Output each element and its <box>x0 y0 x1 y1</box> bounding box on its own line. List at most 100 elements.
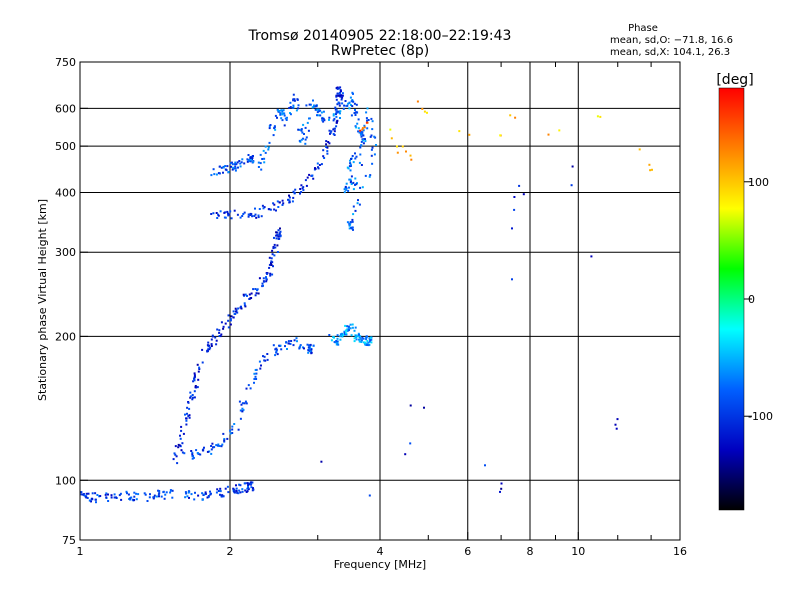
data-point <box>316 114 318 117</box>
data-point <box>353 337 356 340</box>
data-point <box>350 183 353 185</box>
data-point <box>256 289 258 292</box>
data-point <box>338 92 341 95</box>
data-point <box>371 146 374 149</box>
data-point <box>276 234 279 237</box>
data-point <box>196 386 199 389</box>
data-point <box>309 103 312 106</box>
data-point <box>229 317 232 320</box>
data-point <box>401 145 404 148</box>
data-point <box>218 329 221 332</box>
data-point <box>234 167 237 170</box>
data-point <box>358 161 361 164</box>
data-point <box>281 113 284 116</box>
data-point <box>237 492 240 495</box>
data-point <box>321 119 324 122</box>
data-point <box>83 494 86 497</box>
data-point <box>364 138 366 141</box>
data-point <box>233 490 235 493</box>
data-point <box>244 489 247 492</box>
data-point <box>194 491 196 494</box>
data-point <box>599 115 602 118</box>
x-tick-label: 10 <box>571 545 585 558</box>
data-point <box>233 167 236 170</box>
data-point <box>84 495 87 498</box>
x-axis-label: Frequency [MHz] <box>334 558 426 571</box>
data-point <box>236 213 239 216</box>
data-point <box>279 344 282 347</box>
data-point <box>333 127 336 130</box>
data-point <box>216 488 219 491</box>
data-point <box>303 347 305 350</box>
data-point <box>596 115 599 118</box>
data-point <box>308 173 311 176</box>
data-point <box>211 334 214 337</box>
data-point <box>254 288 257 290</box>
data-point <box>171 489 174 492</box>
data-point <box>177 443 180 446</box>
data-point <box>239 162 242 165</box>
data-point <box>193 390 196 393</box>
data-point <box>345 187 348 190</box>
data-point <box>286 116 288 119</box>
data-point <box>349 162 352 165</box>
data-point <box>237 428 240 431</box>
data-point <box>237 166 239 169</box>
data-point <box>283 114 286 117</box>
data-point <box>335 108 338 111</box>
data-point <box>303 133 305 135</box>
data-point <box>353 340 356 343</box>
data-point <box>350 100 353 103</box>
data-point <box>263 206 266 209</box>
data-point <box>243 402 246 405</box>
data-point <box>332 119 335 122</box>
data-point <box>339 338 342 341</box>
data-point <box>338 94 341 97</box>
y-tick-label: 600 <box>55 102 76 115</box>
data-point <box>327 141 330 143</box>
data-point <box>270 257 273 260</box>
data-point <box>236 491 239 494</box>
data-point <box>299 192 301 195</box>
data-point <box>263 161 266 164</box>
data-point <box>292 196 295 199</box>
data-point <box>318 164 321 166</box>
data-point <box>107 493 109 496</box>
data-point <box>314 167 316 170</box>
data-point <box>253 372 256 375</box>
data-point <box>155 495 158 498</box>
data-point <box>243 304 246 307</box>
data-point <box>262 207 265 210</box>
data-point <box>336 92 339 95</box>
data-point <box>366 335 368 338</box>
data-point <box>245 387 248 390</box>
data-point <box>332 114 335 117</box>
colorbar <box>718 87 745 511</box>
data-point <box>335 343 338 346</box>
data-point <box>254 294 257 297</box>
data-point <box>158 490 161 492</box>
data-point <box>223 440 226 443</box>
data-point <box>284 345 286 348</box>
data-point <box>276 353 279 356</box>
data-point <box>152 496 155 499</box>
data-point <box>347 189 350 192</box>
data-point <box>344 329 347 332</box>
data-point <box>262 149 265 152</box>
data-point <box>458 130 461 133</box>
data-point <box>218 331 221 334</box>
data-point <box>219 335 222 338</box>
data-point <box>179 434 181 437</box>
data-point <box>351 155 354 157</box>
data-point <box>207 495 210 497</box>
data-point <box>328 129 331 132</box>
data-point <box>251 155 254 158</box>
data-point <box>202 449 205 452</box>
data-point <box>120 498 123 501</box>
data-point <box>358 338 360 341</box>
data-point <box>297 128 300 131</box>
data-point <box>302 137 304 140</box>
colorbar-label: [deg] <box>716 72 753 88</box>
data-point <box>229 319 232 322</box>
